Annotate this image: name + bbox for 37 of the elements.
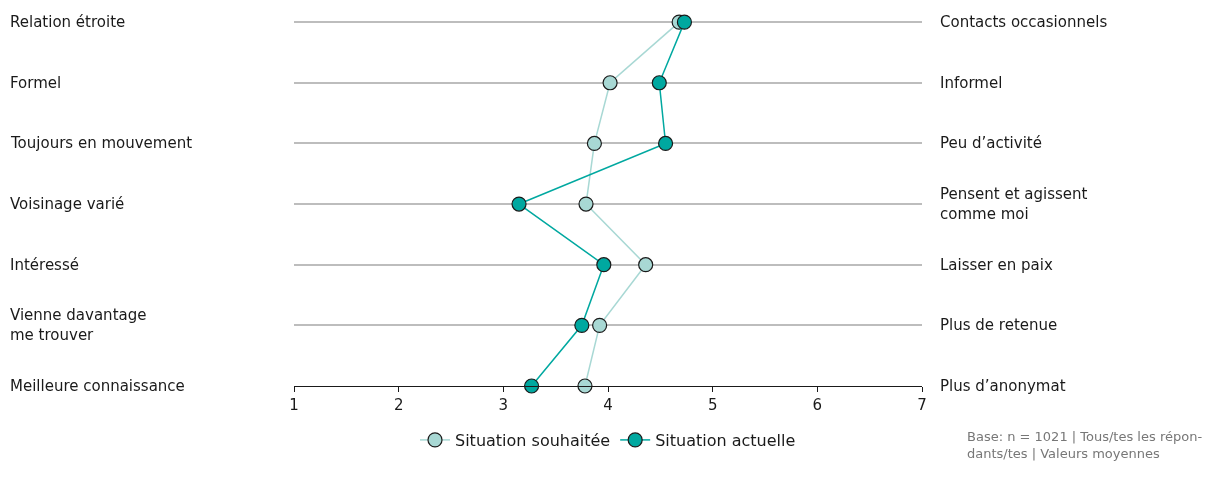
y2-tick-label: Laisser en paix bbox=[940, 256, 1053, 274]
x-tick-label: 2 bbox=[393, 396, 404, 415]
x-tick-label: 5 bbox=[707, 396, 718, 415]
text: Base: n = 1021 | Tous/tes les répon- dants/tes | Valeurs moyennes bbox=[967, 429, 1203, 461]
y-tick-label: Voisinage varié bbox=[10, 195, 125, 213]
point bbox=[657, 135, 674, 152]
x-tick-label: 3 bbox=[498, 396, 509, 415]
x-tick-label: 7 bbox=[917, 396, 927, 415]
y-tick-label: Toujours en mouvement bbox=[10, 134, 193, 152]
point bbox=[592, 317, 608, 333]
point bbox=[577, 378, 593, 394]
x-tick-label: 1 bbox=[289, 396, 299, 415]
legend-label: Situation souhaitée bbox=[455, 431, 611, 451]
point bbox=[586, 135, 602, 152]
y2-tick-label: Peu d’activité bbox=[940, 134, 1042, 152]
y-tick-label: Formel bbox=[10, 74, 62, 92]
y2-tick-label: Pensent et agissent comme moi bbox=[940, 185, 1088, 223]
y-tick-label: Meilleure connaissance bbox=[10, 377, 185, 395]
y2-tick-label: Informel bbox=[940, 74, 1003, 92]
point bbox=[676, 14, 693, 30]
point bbox=[638, 257, 654, 273]
y2-tick-label: Plus d’anonymat bbox=[940, 377, 1066, 395]
point bbox=[651, 75, 667, 91]
x-tick-label: 4 bbox=[603, 396, 613, 415]
point bbox=[578, 196, 594, 212]
legend-label: Situation actuelle bbox=[655, 431, 796, 451]
y-tick-label: Intéressé bbox=[10, 256, 79, 274]
y-tick-label: Relation étroite bbox=[10, 13, 126, 31]
point bbox=[511, 196, 527, 212]
x-tick-label: 6 bbox=[812, 396, 823, 415]
y2-tick-label: Plus de retenue bbox=[940, 316, 1058, 334]
point bbox=[524, 378, 540, 394]
point bbox=[602, 75, 618, 91]
point bbox=[596, 257, 612, 273]
y2-tick-label: Contacts occasionnels bbox=[940, 13, 1108, 31]
point bbox=[574, 317, 590, 333]
y-tick-label: Vienne davantage me trouver bbox=[10, 306, 147, 344]
